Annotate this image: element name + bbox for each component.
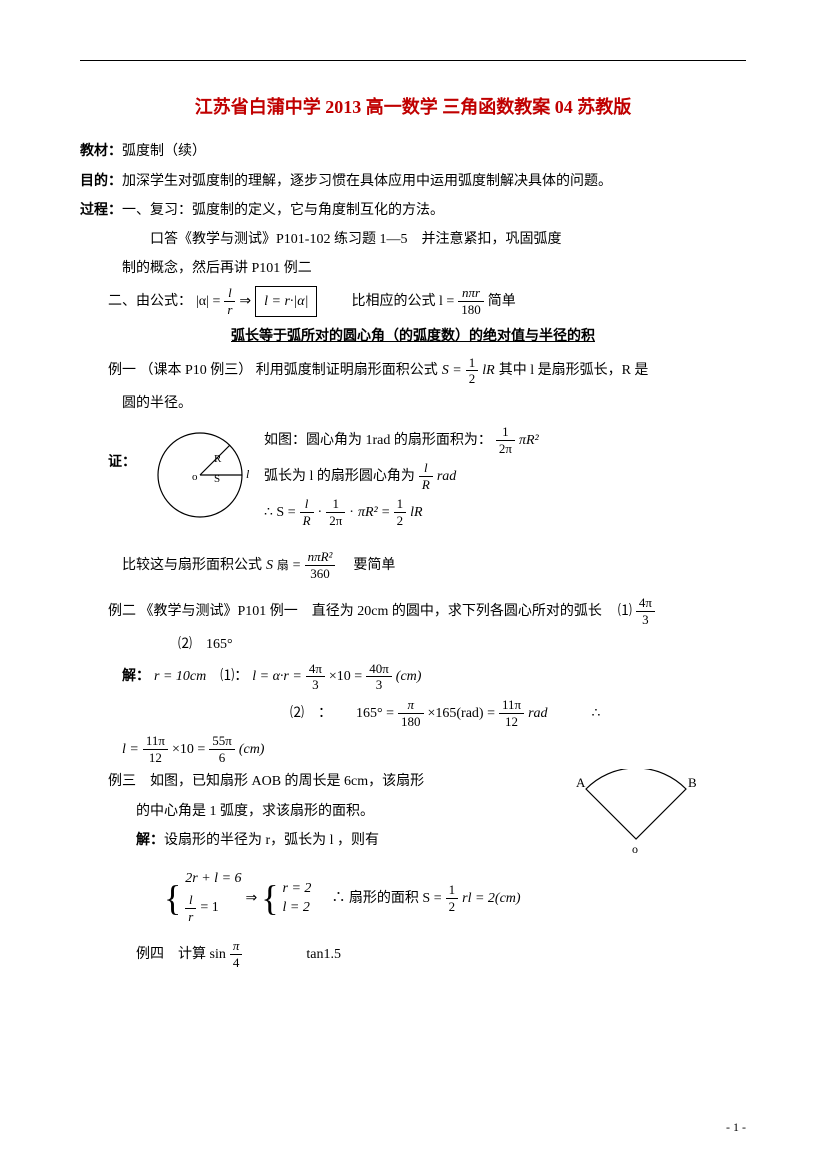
brace-icon: { (164, 880, 181, 916)
ex2-2: ⑵ 165° (80, 632, 746, 657)
top-rule (80, 60, 746, 61)
solve-row1: 解： r = 10cm ⑴： l = α·r = 4π 3 ×10 = 40π … (80, 661, 746, 693)
doc-title: 江苏省白蒲中学 2013 高一数学 三角函数教案 04 苏教版 (80, 91, 746, 123)
sector-diagram: A B o (566, 769, 706, 868)
process-1b: 制的概念，然后再讲 P101 例二 (80, 256, 746, 281)
process-2-prefix: 二、由公式： (108, 289, 192, 314)
ex1-radius: 圆的半径。 (80, 391, 746, 416)
frac-npir: nπr 180 (458, 285, 484, 317)
process-1: 一、复习：弧度制的定义，它与角度制互化的方法。 (122, 203, 444, 218)
compare-row: 比较这与扇形面积公式 S扇 = nπR² 360 要简单 (80, 549, 746, 581)
process-line: 过程：一、复习：弧度制的定义，它与角度制互化的方法。 (80, 198, 746, 223)
aim-label: 目的： (80, 174, 122, 189)
compare-text: 比相应的公式 l = (351, 289, 454, 314)
svg-text:A: A (576, 775, 586, 790)
circle-diagram: o R S l (150, 420, 260, 539)
svg-text:o: o (192, 471, 198, 483)
ex3-system: { 2r + l = 6 l r = 1 ⇒ { r = 2 l = 2 ∴ 扇… (80, 869, 746, 929)
boxed-formula: l = r·|α| (255, 286, 317, 317)
frac-half: 1 2 (466, 355, 479, 387)
brace-icon: { (261, 880, 278, 916)
aim-line: 目的：加深学生对弧度制的理解，逐步习惯在具体应用中运用弧度制解决具体的问题。 (80, 169, 746, 194)
material-text: 弧度制（续） (122, 144, 206, 159)
page-number: - 1 - (726, 1117, 746, 1139)
material-label: 教材： (80, 144, 122, 159)
svg-text:o: o (632, 842, 638, 856)
solve-row3: l = 11π 12 ×10 = 55π 6 (cm) (80, 733, 746, 765)
ex4-row: 例四 计算 sin π 4 tan1.5 (80, 938, 746, 970)
simple-text: 简单 (488, 289, 516, 314)
arrow: ⇒ (239, 289, 251, 314)
proof-label: 证： (108, 450, 136, 475)
ex1-where: 其中 l 是扇形弧长，R 是 (499, 358, 649, 383)
material-line: 教材：弧度制（续） (80, 139, 746, 164)
aim-text: 加深学生对弧度制的理解，逐步习惯在具体应用中运用弧度制解决具体的问题。 (122, 174, 612, 189)
ex1-label: 例一 （课本 P10 例三） 利用弧度制证明扇形面积公式 (108, 358, 438, 383)
formula-row: 二、由公式： |α| = l r ⇒ l = r·|α| 比相应的公式 l = … (80, 285, 746, 317)
solve-row2: ⑵ ： 165° = π 180 ×165(rad) = 11π 12 rad … (80, 697, 746, 729)
underline-rule: 弧长等于弧所对的圆心角（的弧度数）的绝对值与半径的积 (80, 324, 746, 349)
proof-block: 证： o R S l 如图：圆心角为 1rad 的扇形面积为： 1 2π πR²… (80, 420, 746, 539)
ex2-row: 例二 《教学与测试》P101 例一 直径为 20cm 的圆中，求下列各圆心所对的… (80, 595, 746, 627)
svg-text:S: S (214, 473, 220, 485)
process-1a: 口答《教学与测试》P101-102 练习题 1—5 并注意紧扣，巩固弧度 (80, 227, 746, 252)
svg-text:B: B (688, 775, 697, 790)
svg-text:R: R (214, 453, 222, 465)
alpha-abs: |α| = (196, 289, 220, 314)
ex1-row: 例一 （课本 P10 例三） 利用弧度制证明扇形面积公式 S = 1 2 lR … (80, 355, 746, 387)
process-label: 过程： (80, 203, 122, 218)
frac-l-r: l r (224, 285, 235, 317)
svg-text:l: l (246, 467, 250, 481)
